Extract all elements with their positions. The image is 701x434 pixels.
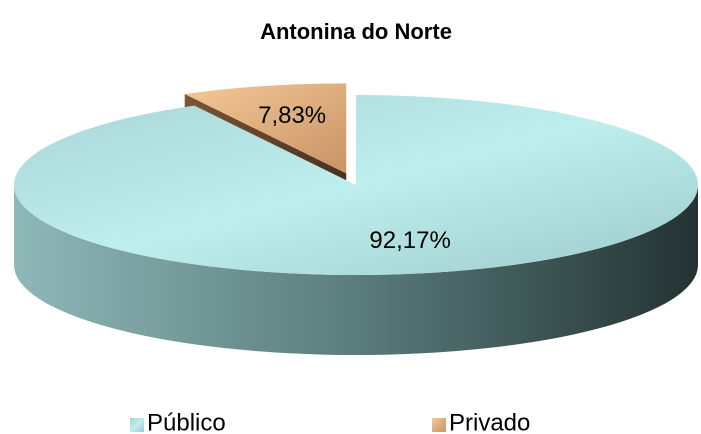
legend-swatch xyxy=(432,418,446,432)
pie-slice xyxy=(13,95,698,355)
data-label: 7,83% xyxy=(258,102,326,129)
data-label: 92,17% xyxy=(369,227,450,254)
slice-top xyxy=(13,95,698,275)
chart-title: Antonina do Norte xyxy=(260,19,452,44)
legend-swatch xyxy=(130,418,144,432)
slice-side xyxy=(14,185,698,355)
slice-top xyxy=(184,83,347,174)
legend-label: Privado xyxy=(449,409,530,434)
legend-label: Público xyxy=(147,409,226,434)
